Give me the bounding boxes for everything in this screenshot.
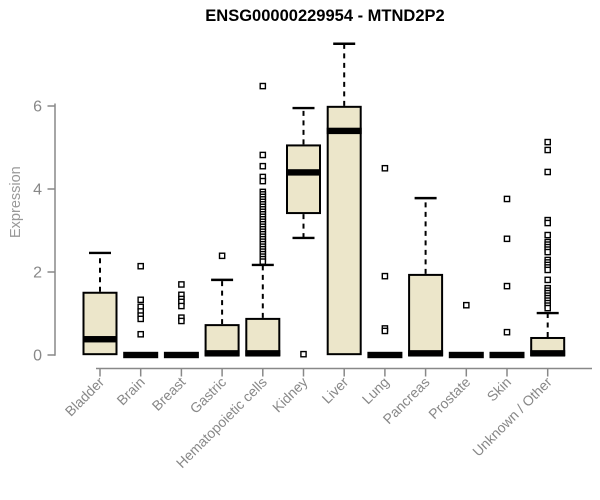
- median-line: [448, 351, 484, 359]
- y-axis-label: Expression: [8, 166, 24, 238]
- x-category-label: Prostate: [425, 374, 473, 422]
- outlier-point: [259, 82, 267, 90]
- outlier-point: [503, 282, 511, 290]
- outlier-point: [544, 168, 551, 176]
- median-line: [163, 351, 199, 359]
- box-liver: [326, 42, 362, 356]
- median-line: [367, 351, 403, 359]
- box-gastric: [204, 252, 240, 357]
- outlier-point: [137, 262, 145, 270]
- median-line: [489, 351, 525, 359]
- outlier-point: [544, 146, 551, 154]
- outlier-point: [381, 327, 389, 335]
- outlier-point: [544, 138, 551, 146]
- y-tick-label: 4: [33, 182, 42, 199]
- box-unknown-other: [530, 138, 566, 357]
- outlier-point: [178, 317, 185, 325]
- outlier-point: [381, 272, 389, 280]
- outlier-point: [503, 195, 511, 203]
- outlier-point: [178, 302, 185, 310]
- x-category-label: Brain: [113, 374, 147, 408]
- outlier-point: [259, 258, 267, 265]
- outlier-point: [544, 276, 551, 284]
- chart-title: ENSG00000229954 - MTND2P2: [205, 7, 445, 25]
- x-category-label: Liver: [319, 374, 352, 407]
- median-line: [408, 350, 444, 357]
- outlier-point: [218, 252, 226, 260]
- x-category-label: Breast: [149, 374, 189, 414]
- outlier-point: [300, 350, 307, 358]
- median-line: [245, 350, 281, 357]
- outlier-point: [137, 315, 145, 323]
- y-tick-label: 2: [33, 265, 42, 282]
- box-kidney: [286, 106, 321, 358]
- box-prostate: [448, 301, 484, 359]
- y-tick-label: 0: [33, 348, 42, 365]
- outlier-point: [503, 328, 511, 336]
- x-category-label: Lung: [359, 374, 392, 407]
- outlier-point: [259, 177, 267, 185]
- x-category-label: Kidney: [269, 374, 311, 416]
- box-skin: [489, 195, 525, 359]
- box-pancreas: [408, 196, 444, 357]
- outlier-point: [463, 301, 470, 309]
- outlier-point: [137, 330, 145, 338]
- median-line: [123, 351, 159, 359]
- median-line: [286, 169, 321, 176]
- outlier-point: [544, 219, 551, 227]
- median-line: [326, 127, 362, 135]
- median-line: [530, 350, 566, 357]
- box-hematopoietic-cells: [245, 82, 281, 357]
- box-bladder: [82, 251, 118, 356]
- outlier-point: [381, 164, 389, 172]
- y-axis: 0 2 4 6: [33, 99, 56, 365]
- box-lung: [367, 164, 403, 359]
- median-line: [82, 336, 118, 343]
- box-breast: [163, 281, 199, 359]
- x-category-label: Skin: [484, 374, 515, 405]
- median-line: [204, 350, 240, 357]
- outlier-point: [503, 235, 511, 243]
- y-tick-label: 6: [33, 99, 42, 116]
- outlier-point: [544, 304, 551, 312]
- x-category-label: Bladder: [62, 374, 108, 420]
- outlier-point: [137, 296, 145, 304]
- outlier-point: [259, 162, 267, 170]
- outlier-point: [544, 248, 551, 256]
- box-brain: [123, 262, 159, 359]
- outlier-point: [178, 281, 185, 288]
- outlier-point: [544, 266, 551, 274]
- outlier-point: [259, 151, 267, 159]
- outlier-point: [544, 231, 551, 239]
